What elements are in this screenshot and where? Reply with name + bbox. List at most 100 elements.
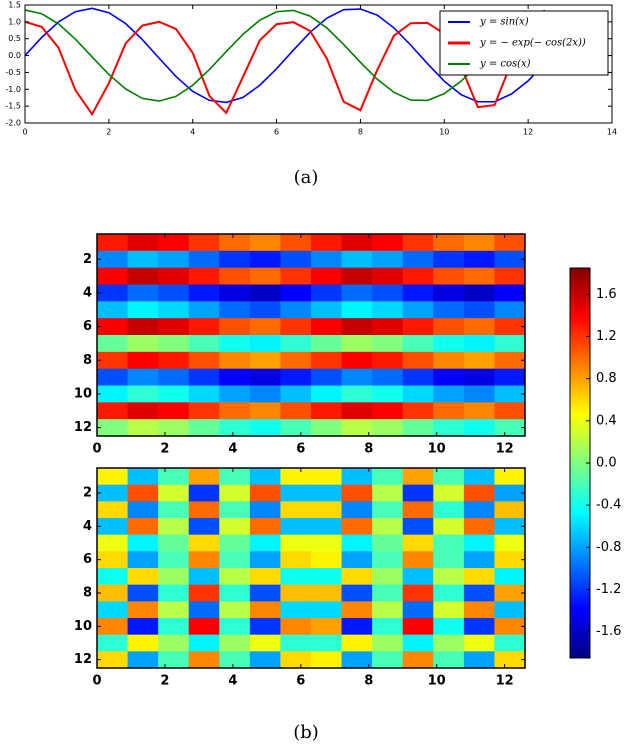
heatmap-cell bbox=[372, 234, 404, 252]
heatmap-cell bbox=[311, 335, 343, 353]
heatmap-cell bbox=[219, 250, 251, 269]
heatmap-cell bbox=[402, 618, 434, 636]
heatmap-cell bbox=[280, 402, 312, 420]
heatmap-cell bbox=[463, 584, 495, 602]
heatmap-cell bbox=[280, 301, 312, 319]
heatmap-cell bbox=[494, 301, 526, 319]
heatmap-cell bbox=[311, 584, 343, 602]
heatmap-cell bbox=[311, 634, 343, 652]
heatmap-cell bbox=[372, 284, 404, 302]
heatmap-cell bbox=[311, 301, 343, 319]
heatmap-cell bbox=[311, 351, 343, 370]
heatmap-cell bbox=[494, 551, 526, 569]
x-tick-label: 12 bbox=[496, 442, 514, 457]
heatmap-cell bbox=[219, 634, 251, 652]
heatmap-cell bbox=[127, 518, 159, 536]
heatmap-cell bbox=[219, 335, 251, 353]
heatmap-cell bbox=[341, 419, 373, 437]
heatmap-cell bbox=[402, 267, 434, 285]
heatmap-cell bbox=[280, 484, 312, 502]
heatmap-cell bbox=[158, 267, 190, 285]
colorbar-tick-label: 0.8 bbox=[596, 371, 617, 386]
axes-frame bbox=[96, 233, 526, 437]
heatmap-cell bbox=[494, 518, 526, 536]
x-tick-label: 2 bbox=[160, 674, 169, 689]
colorbar-tick-label: -0.8 bbox=[596, 540, 621, 555]
heatmap-cell bbox=[402, 518, 434, 536]
x-tick-label: 10 bbox=[428, 674, 446, 689]
x-tick-label: 6 bbox=[274, 128, 279, 137]
heatmap-cell bbox=[463, 601, 495, 619]
heatmap-cell bbox=[188, 301, 220, 319]
heatmap-cell bbox=[433, 568, 465, 586]
heatmap-cell bbox=[402, 501, 434, 519]
heatmap-cell bbox=[280, 468, 312, 486]
heatmap-cell bbox=[402, 351, 434, 370]
heatmap-cell bbox=[97, 368, 129, 386]
heatmap-cell bbox=[127, 484, 159, 502]
heatmap-cell bbox=[97, 250, 129, 269]
heatmap-cell bbox=[188, 634, 220, 652]
heatmap-cell bbox=[280, 551, 312, 569]
heatmap-cell bbox=[463, 419, 495, 437]
heatmap-cell bbox=[311, 618, 343, 636]
heatmap-cell bbox=[372, 601, 404, 619]
heatmap-cell bbox=[127, 468, 159, 486]
heatmap-cell bbox=[188, 551, 220, 569]
heatmap-cell bbox=[97, 402, 129, 420]
heatmap-cell bbox=[372, 534, 404, 552]
heatmap-cell bbox=[158, 534, 190, 552]
heatmap-cell bbox=[402, 651, 434, 669]
line-series bbox=[25, 9, 546, 102]
heatmap-cell bbox=[341, 551, 373, 569]
heatmap-cell bbox=[372, 468, 404, 486]
heatmap-cell bbox=[372, 419, 404, 437]
heatmap-cell bbox=[402, 484, 434, 502]
heatmap-cell bbox=[249, 284, 281, 302]
heatmap-cell bbox=[127, 534, 159, 552]
heatmap-cell bbox=[494, 468, 526, 486]
heatmap-cell bbox=[158, 634, 190, 652]
heatmap-cell bbox=[127, 568, 159, 586]
heatmap-cell bbox=[402, 284, 434, 302]
x-tick-label: 8 bbox=[358, 128, 363, 137]
heatmap-cell bbox=[372, 385, 404, 403]
heatmap-cell bbox=[494, 284, 526, 302]
x-tick-label: 4 bbox=[228, 674, 237, 689]
heatmap-cell bbox=[494, 335, 526, 353]
heatmap-cell bbox=[372, 501, 404, 519]
heatmap-cell bbox=[97, 318, 129, 336]
heatmap-cell bbox=[188, 234, 220, 252]
heatmap-cell bbox=[219, 267, 251, 285]
heatmap-cell bbox=[463, 234, 495, 252]
heatmap-cell bbox=[127, 634, 159, 652]
heatmap-cell bbox=[433, 618, 465, 636]
heatmap-cell bbox=[494, 584, 526, 602]
heatmap-cell bbox=[249, 601, 281, 619]
heatmap-cell bbox=[97, 301, 129, 319]
heatmap-cell bbox=[433, 651, 465, 669]
heatmap-cell bbox=[127, 601, 159, 619]
heatmap-cell bbox=[188, 501, 220, 519]
x-tick-label: 0 bbox=[92, 442, 101, 457]
heatmap-cell bbox=[249, 250, 281, 269]
heatmap-cell bbox=[219, 419, 251, 437]
heatmap-cell bbox=[494, 419, 526, 437]
heatmap-cell bbox=[249, 318, 281, 336]
x-tick-label: 14 bbox=[607, 128, 617, 137]
heatmap-cell bbox=[249, 351, 281, 370]
heatmap-cell bbox=[188, 419, 220, 437]
heatmap-cell bbox=[158, 385, 190, 403]
y-tick-label: 6 bbox=[83, 552, 92, 567]
heatmap-cell bbox=[463, 335, 495, 353]
heatmap-cell bbox=[219, 551, 251, 569]
heatmap-cell bbox=[280, 250, 312, 269]
heatmap-cell bbox=[188, 284, 220, 302]
heatmap-cell bbox=[188, 584, 220, 602]
y-tick-label: 12 bbox=[74, 420, 92, 435]
heatmap-cell bbox=[402, 250, 434, 269]
heatmap-cell bbox=[341, 501, 373, 519]
heatmap-cell bbox=[463, 351, 495, 370]
heatmap-cell bbox=[158, 284, 190, 302]
heatmap-cell bbox=[433, 301, 465, 319]
